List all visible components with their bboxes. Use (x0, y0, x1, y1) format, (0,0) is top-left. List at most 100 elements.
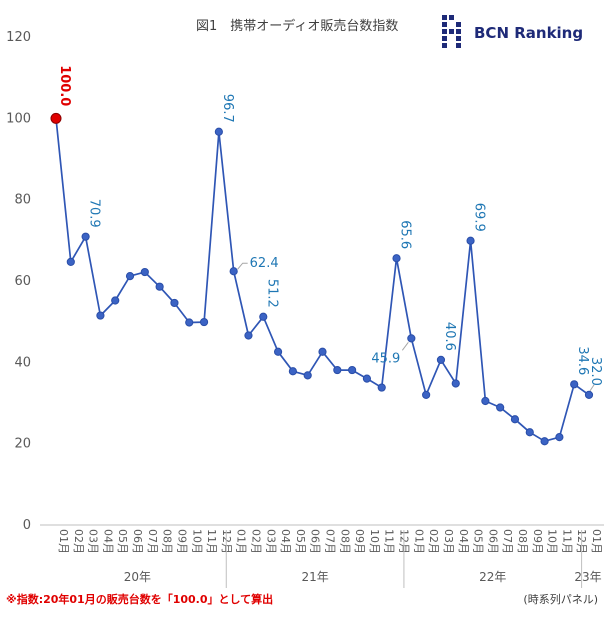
x-tick-label: 11月 (560, 529, 573, 554)
data-point (525, 428, 534, 437)
x-tick-label: 08月 (161, 529, 174, 554)
data-point (451, 379, 460, 388)
x-tick-label: 06月 (309, 529, 322, 554)
data-label: 70.9 (87, 199, 102, 228)
x-tick-label: 03月 (264, 529, 277, 554)
data-point (407, 334, 416, 343)
x-tick-label: 05月 (116, 529, 129, 554)
x-tick-label: 02月 (427, 529, 440, 554)
data-point (66, 257, 75, 266)
y-tick-label: 0 (23, 518, 31, 533)
x-tick-label: 08月 (516, 529, 529, 554)
data-point (155, 282, 164, 291)
data-point (377, 383, 386, 392)
data-point (422, 390, 431, 399)
data-point (111, 296, 120, 305)
year-label: 21年 (301, 570, 328, 584)
brand-name: BCN Ranking (474, 24, 583, 42)
data-point (436, 355, 446, 364)
leader-line (237, 262, 248, 270)
data-label: 65.6 (398, 220, 413, 249)
x-tick-label: 03月 (87, 529, 100, 554)
data-point (303, 371, 312, 380)
x-tick-label: 04月 (279, 529, 292, 554)
data-point (392, 254, 401, 263)
x-tick-label: 06月 (131, 529, 144, 554)
x-tick-label: 08月 (338, 529, 351, 554)
data-point (481, 396, 490, 406)
data-label: 32.0 (588, 357, 603, 386)
x-tick-label: 09月 (353, 529, 366, 554)
data-point (214, 127, 223, 136)
data-point (50, 112, 62, 124)
x-tick-label: 02月 (249, 529, 262, 554)
y-tick-label: 20 (14, 437, 31, 452)
data-point (496, 403, 505, 412)
data-label: 62.4 (250, 256, 279, 271)
x-tick-label: 01月 (57, 529, 70, 554)
data-point (185, 318, 194, 327)
x-tick-label: 07月 (324, 529, 337, 554)
x-tick-label: 10月 (368, 529, 381, 554)
series-type-note: (時系列パネル) (523, 592, 598, 606)
x-tick-label: 05月 (294, 529, 307, 554)
data-point (288, 367, 297, 376)
data-point (125, 272, 135, 281)
x-tick-label: 11月 (205, 529, 218, 554)
data-point (199, 317, 209, 327)
data-label-layer: 100.0 70.9 96.7 62.4 51.2 65.6 45.9 40.6 69.9 34.… (57, 65, 603, 392)
data-point (273, 347, 283, 356)
data-point (348, 365, 357, 375)
data-point (244, 331, 253, 340)
footnote: ※指数:20年01月の販売台数を「100.0」として算出 (6, 592, 273, 606)
x-tick-label: 11月 (383, 529, 396, 554)
x-tick-label: 01月 (590, 529, 603, 554)
x-tick-label: 09月 (531, 529, 544, 554)
x-axis: 01月 02月 03月 04月 05月 06月 07月 08月 09月 10月 11月 12月 01月 0… (40, 524, 604, 588)
data-point (510, 415, 520, 424)
x-tick-label: 01月 (412, 529, 425, 554)
data-point (140, 267, 149, 277)
x-tick-label: 02月 (72, 529, 85, 554)
data-label: 51.2 (264, 279, 279, 308)
x-tick-label: 09月 (175, 529, 188, 554)
data-point (540, 437, 549, 446)
series-layer (50, 112, 594, 446)
year-label: 22年 (479, 570, 506, 584)
data-label: 40.6 (442, 322, 457, 351)
x-tick-label: 07月 (501, 529, 514, 554)
y-axis: 0 20 40 60 80 100 120 (6, 30, 31, 533)
leader-line (401, 342, 409, 351)
x-tick-label: 04月 (457, 529, 470, 554)
leader-line (589, 384, 595, 392)
chart-title: 図1 携帯オーディオ販売台数指数 (196, 18, 398, 34)
y-tick-label: 80 (14, 193, 31, 208)
data-point (584, 390, 594, 399)
x-tick-label: 01月 (235, 529, 248, 554)
data-label: 45.9 (371, 351, 400, 366)
x-tick-label: 05月 (472, 529, 485, 554)
data-point (96, 311, 105, 320)
bcn-logo: BCN Ranking (442, 15, 583, 48)
data-label: 34.6 (575, 346, 590, 375)
data-label: 100.0 (57, 65, 72, 106)
y-tick-label: 100 (6, 111, 31, 126)
x-tick-label: 10月 (190, 529, 203, 554)
x-tick-label: 06月 (486, 529, 499, 554)
year-label: 23年 (574, 570, 601, 584)
x-tick-label: 10月 (546, 529, 559, 554)
data-point (318, 347, 327, 356)
data-point (333, 365, 342, 375)
x-tick-label: 04月 (101, 529, 114, 554)
data-point (81, 232, 90, 241)
y-tick-label: 120 (6, 30, 31, 45)
y-tick-label: 60 (14, 274, 31, 289)
x-tick-label: 07月 (146, 529, 159, 554)
data-point (466, 236, 475, 245)
year-label: 20年 (124, 570, 151, 584)
bcn-logo-icon (442, 15, 461, 48)
series-line (55, 118, 590, 443)
data-label: 69.9 (472, 203, 487, 232)
